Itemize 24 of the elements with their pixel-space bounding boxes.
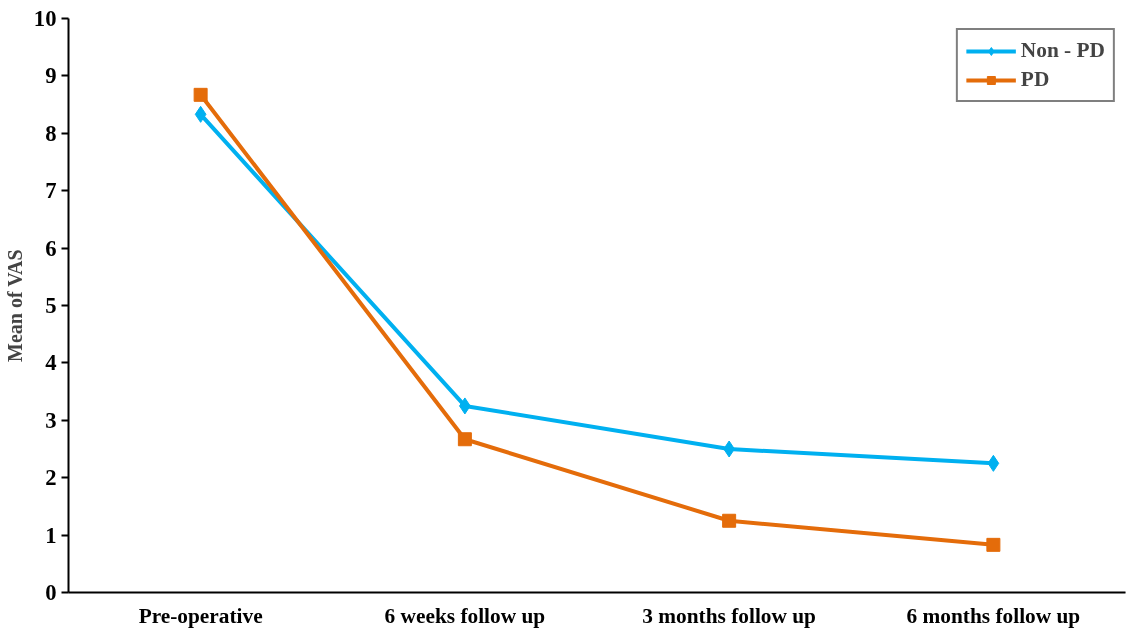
y-tick-label: 6 (45, 235, 57, 261)
y-tick-label: 7 (45, 178, 57, 204)
y-tick-label: 10 (33, 6, 57, 31)
y-tick-label: 3 (45, 407, 57, 433)
x-tick-label: 6 months follow up (906, 603, 1081, 628)
y-tick-label: 1 (45, 522, 57, 548)
y-tick-label: 2 (45, 465, 57, 491)
point (987, 454, 1000, 472)
x-tick-label: Pre-operative (138, 603, 263, 628)
point (722, 513, 737, 528)
y-tick-label: 5 (45, 293, 57, 318)
point (457, 432, 472, 447)
point (194, 105, 207, 123)
y-tick-label: 0 (45, 580, 57, 605)
y-tick-label: 9 (45, 63, 57, 89)
x-tick-label: 6 weeks follow up (384, 603, 546, 628)
legend-label: Non - PD (1020, 38, 1105, 63)
x-tick-label: 3 months follow up (642, 603, 816, 628)
y-tick-label: 4 (45, 350, 57, 376)
y-axis-title: Mean of VAS (3, 249, 26, 362)
y-tick-label: 8 (45, 120, 57, 146)
point (193, 87, 208, 102)
point (986, 537, 1001, 552)
legend-label: PD (1020, 67, 1050, 92)
